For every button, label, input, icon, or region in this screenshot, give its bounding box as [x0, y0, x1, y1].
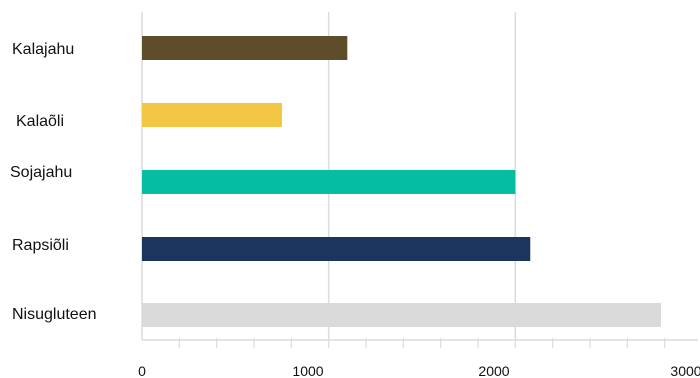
- x-tick-label: 0: [138, 363, 146, 378]
- tick-label-layer: 0 1000 2000 3000: [138, 363, 700, 378]
- x-tick-label: 3000: [670, 363, 700, 378]
- category-label: Sojajahu: [10, 164, 72, 181]
- bar-nisugluteen: [142, 303, 661, 327]
- bar-layer: [142, 36, 661, 327]
- bar-rapsiõli: [142, 237, 531, 261]
- category-label: Nisugluteen: [12, 306, 97, 323]
- bar-sojajahu: [142, 170, 516, 194]
- category-label: Kalaõli: [16, 113, 64, 130]
- x-tick-label: 1000: [292, 363, 323, 378]
- bar-kalaõli: [142, 103, 282, 127]
- x-tick-label: 2000: [478, 363, 509, 378]
- category-label-layer: Kalajahu Kalaõli Sojajahu Rapsiõli Nisuglute…: [10, 41, 97, 323]
- category-label: Kalajahu: [12, 41, 74, 58]
- category-label: Rapsiõli: [12, 237, 69, 254]
- bar-kalajahu: [142, 36, 348, 60]
